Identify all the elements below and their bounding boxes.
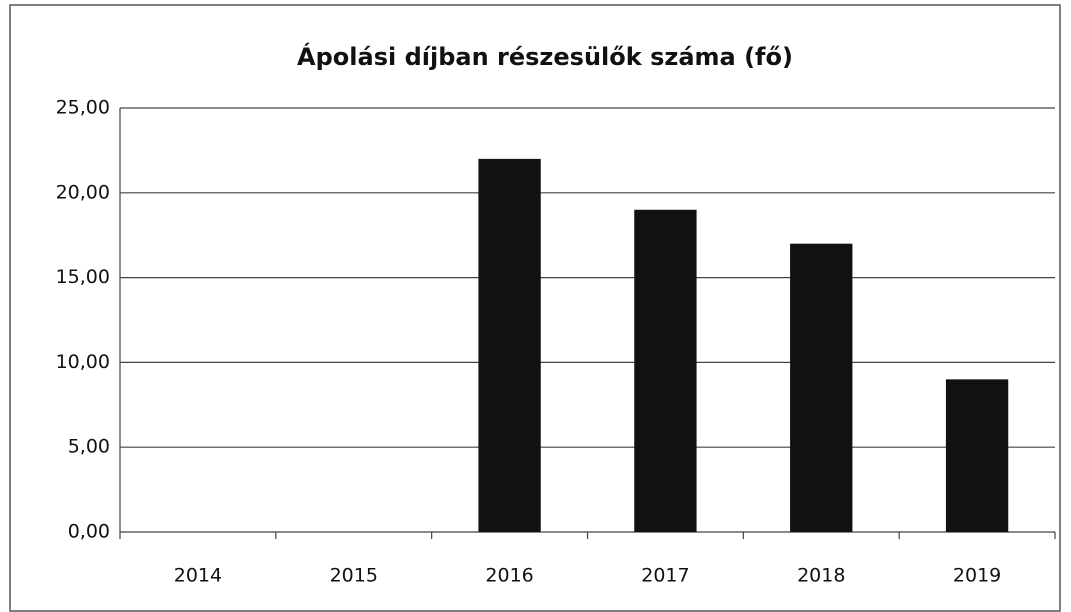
bar [478,158,541,532]
y-tick-label: 0,00 [68,521,110,543]
bar [790,243,853,532]
chart-title: Ápolási díjban részesülők száma (fő) [297,42,793,71]
x-tick-label: 2015 [330,565,378,587]
bar [634,209,697,532]
x-tick-label: 2017 [641,565,689,587]
x-tick-label: 2019 [953,565,1001,587]
bar [945,379,1009,532]
x-tick-label: 2016 [485,565,533,587]
x-tick-label: 2018 [797,565,845,587]
y-tick-label: 15,00 [56,266,110,288]
y-tick-label: 25,00 [56,97,110,119]
x-tick-label: 2014 [174,565,222,587]
y-tick-label: 5,00 [68,436,110,458]
y-tick-label: 10,00 [56,351,110,373]
y-tick-label: 20,00 [56,181,110,203]
